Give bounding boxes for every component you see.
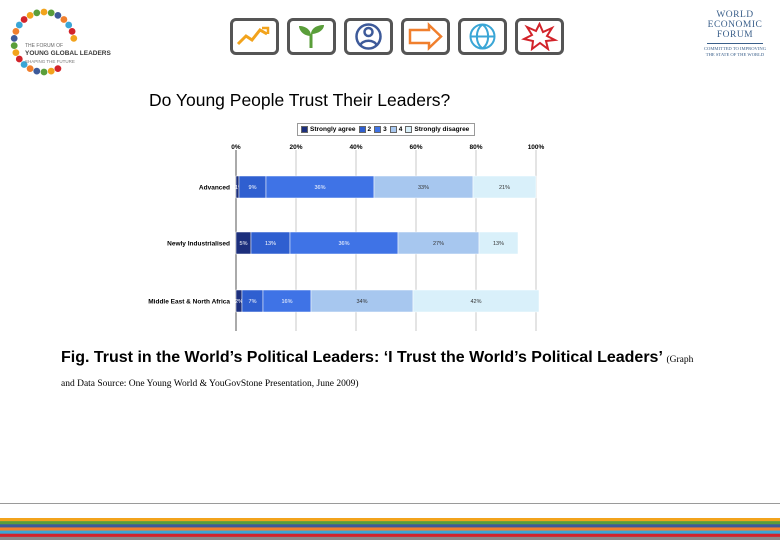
chart-legend: Strongly agree 2 3 4 Strongly disagree bbox=[297, 123, 475, 136]
ygl-ring-dot bbox=[12, 28, 20, 35]
data-label: 36% bbox=[314, 185, 325, 191]
wef-logo: WORLD ECONOMIC FORUM COMMITTED TO IMPROV… bbox=[700, 10, 770, 78]
ygl-logo-line3: SHAPING THE FUTURE bbox=[25, 59, 75, 64]
legend-item: 2 bbox=[358, 126, 372, 133]
figure-caption: Fig. Trust in the World’s Political Lead… bbox=[61, 347, 701, 395]
data-label: 42% bbox=[470, 299, 481, 305]
footer-band bbox=[0, 524, 780, 528]
ygl-ring-dot bbox=[26, 12, 34, 19]
ygl-ring-dot bbox=[70, 35, 78, 42]
legend-swatch bbox=[358, 126, 366, 133]
footer-rule bbox=[0, 503, 780, 504]
slide-title: Do Young People Trust Their Leaders? bbox=[149, 90, 451, 110]
wef-logo-tagline: COMMITTED TO IMPROVING THE STATE OF THE … bbox=[703, 46, 767, 57]
arrow-right-icon bbox=[401, 18, 450, 55]
wef-logo-line2: ECONOMIC bbox=[707, 20, 763, 30]
legend-item: Strongly disagree bbox=[405, 126, 469, 133]
legend-swatch bbox=[405, 126, 413, 133]
data-label: 7% bbox=[249, 299, 257, 305]
ygl-ring-dot bbox=[54, 12, 62, 19]
legend-swatch bbox=[389, 126, 397, 133]
ygl-ring-dot bbox=[65, 21, 73, 29]
category-label: Middle East & North Africa bbox=[148, 299, 230, 306]
footer-band bbox=[0, 521, 780, 525]
ygl-ring-icon bbox=[10, 8, 78, 76]
ygl-ring-dot bbox=[26, 65, 34, 72]
x-tick-label: 0% bbox=[231, 144, 241, 151]
footer-color-bands bbox=[0, 518, 780, 540]
legend-item: 3 bbox=[374, 126, 387, 133]
legend-label: 2 bbox=[367, 126, 372, 133]
legend-item: 4 bbox=[389, 126, 403, 133]
person-icon bbox=[344, 18, 393, 55]
starburst-icon bbox=[515, 18, 564, 55]
data-label: 36% bbox=[338, 241, 349, 247]
data-label: 27% bbox=[433, 241, 444, 247]
ygl-logo-line1: THE FORUM OF bbox=[25, 43, 64, 49]
ygl-ring-dot bbox=[33, 67, 41, 75]
data-label: 21% bbox=[499, 185, 510, 191]
category-label: Advanced bbox=[199, 185, 230, 192]
footer-band bbox=[0, 530, 780, 535]
ygl-ring-dot bbox=[10, 35, 18, 42]
footer-band bbox=[0, 527, 780, 531]
x-tick-label: 80% bbox=[469, 144, 482, 151]
data-label: 16% bbox=[281, 299, 292, 305]
ygl-ring-dot bbox=[12, 49, 20, 56]
ygl-ring-dot bbox=[47, 67, 55, 75]
legend-label: Strongly agree bbox=[310, 126, 356, 133]
ygl-ring-dot bbox=[20, 61, 28, 68]
globe-icon bbox=[458, 18, 507, 55]
ygl-ring-dot bbox=[15, 55, 23, 63]
seedling-icon bbox=[287, 18, 336, 55]
data-label: 34% bbox=[356, 299, 367, 305]
ygl-ring-dot bbox=[10, 42, 18, 49]
caption-source: (Graph and Data Source: One Young World … bbox=[61, 355, 694, 389]
ygl-ring-dot bbox=[68, 28, 76, 35]
data-label: 9% bbox=[249, 185, 257, 191]
stacked-bar-chart: 0%20%40%60%80%100%Advanced1%9%36%33%21%N… bbox=[148, 144, 545, 331]
data-label: 2% bbox=[235, 299, 243, 305]
ygl-ring-dot bbox=[54, 65, 62, 72]
bar-segment bbox=[412, 289, 540, 313]
ygl-ring-dot bbox=[40, 68, 48, 76]
category-label: Newly Industrialised bbox=[167, 241, 230, 248]
x-tick-label: 20% bbox=[289, 144, 302, 151]
data-label: 13% bbox=[493, 241, 504, 247]
ygl-ring-dot bbox=[47, 9, 55, 17]
wef-logo-line1: WORLD bbox=[716, 10, 754, 20]
x-tick-label: 60% bbox=[409, 144, 422, 151]
wef-logo-rule bbox=[707, 43, 763, 44]
legend-label: 4 bbox=[398, 126, 403, 133]
wef-logo-line3: FORUM bbox=[716, 30, 754, 40]
bar-segment bbox=[472, 175, 537, 199]
footer-band bbox=[0, 536, 780, 540]
caption-main: Fig. Trust in the World’s Political Lead… bbox=[61, 349, 663, 366]
footer-band bbox=[0, 518, 780, 522]
ygl-logo-line2: YOUNG GLOBAL LEADERS bbox=[25, 50, 111, 57]
ygl-ring-dot bbox=[40, 8, 48, 16]
x-tick-label: 100% bbox=[528, 144, 545, 151]
legend-swatch bbox=[374, 126, 382, 133]
legend-item: Strongly agree bbox=[301, 126, 356, 133]
footer-band bbox=[0, 533, 780, 538]
data-label: 5% bbox=[240, 241, 248, 247]
legend-label: 3 bbox=[383, 126, 387, 133]
bar-segment bbox=[478, 231, 519, 255]
data-label: 13% bbox=[265, 241, 276, 247]
icon-strip bbox=[230, 18, 564, 55]
legend-label: Strongly disagree bbox=[414, 126, 470, 133]
data-label: 33% bbox=[418, 185, 429, 191]
x-tick-label: 40% bbox=[349, 144, 362, 151]
ygl-ring-dot bbox=[33, 9, 41, 17]
ygl-ring-dot bbox=[20, 16, 28, 23]
legend-swatch bbox=[301, 126, 308, 133]
ygl-ring-dot bbox=[60, 16, 68, 23]
ygl-ring-dot bbox=[15, 21, 23, 29]
trend-line-icon bbox=[230, 18, 279, 55]
ygl-logo: THE FORUM OF YOUNG GLOBAL LEADERS SHAPIN… bbox=[8, 6, 126, 78]
